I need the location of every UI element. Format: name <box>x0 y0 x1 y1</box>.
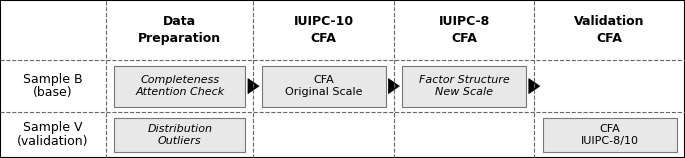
Text: (base): (base) <box>34 86 73 99</box>
Text: IUIPC-10
CFA: IUIPC-10 CFA <box>294 15 353 45</box>
Text: CFA
Original Scale: CFA Original Scale <box>285 75 362 97</box>
Text: IUIPC-8
CFA: IUIPC-8 CFA <box>438 15 490 45</box>
Bar <box>543 118 677 152</box>
Text: Sample B: Sample B <box>23 73 83 85</box>
Text: (validation): (validation) <box>17 135 89 148</box>
Text: Completeness
Attention Check: Completeness Attention Check <box>135 75 225 97</box>
Text: Factor Structure
New Scale: Factor Structure New Scale <box>419 75 510 97</box>
Text: Data
Preparation: Data Preparation <box>138 15 221 45</box>
Bar <box>262 66 386 107</box>
Bar <box>402 66 526 107</box>
Text: Sample V: Sample V <box>23 122 83 134</box>
Polygon shape <box>529 79 540 94</box>
Bar <box>114 118 245 152</box>
Bar <box>114 66 245 107</box>
Text: Validation
CFA: Validation CFA <box>575 15 645 45</box>
Text: Distribution
Outliers: Distribution Outliers <box>147 124 212 146</box>
Text: CFA
IUIPC-8/10: CFA IUIPC-8/10 <box>581 124 638 146</box>
Polygon shape <box>388 79 399 94</box>
Polygon shape <box>248 79 259 94</box>
